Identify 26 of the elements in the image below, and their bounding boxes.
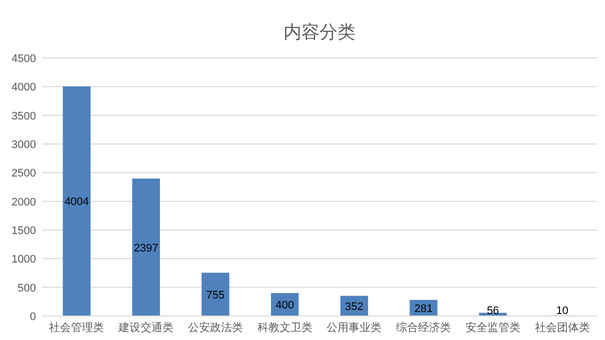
y-tick-label: 3500: [12, 110, 36, 122]
y-tick-label: 2500: [12, 168, 36, 180]
x-tick-label: 安全监管类: [465, 321, 520, 334]
x-tick-label: 社会管理类: [49, 321, 104, 334]
y-tick-label: 0: [30, 311, 36, 323]
x-tick-label: 建设交通类: [118, 321, 174, 334]
y-tick-label: 2000: [12, 196, 36, 208]
x-tick-label: 综合经济类: [396, 321, 452, 334]
data-label: 281: [414, 302, 433, 315]
y-tick-label: 4500: [12, 53, 36, 65]
x-tick-label: 科教文卫类: [257, 321, 312, 334]
data-label: 352: [345, 300, 364, 313]
chart-title: 内容分类: [284, 22, 356, 42]
data-label: 4004: [64, 196, 89, 208]
x-tick-label: 公安政法类: [188, 321, 243, 334]
data-label: 755: [206, 289, 225, 302]
data-label: 400: [276, 300, 294, 312]
x-tick-label: 公用事业类: [326, 321, 382, 334]
x-tick-label: 社会团体类: [534, 321, 590, 334]
data-label: 2397: [134, 242, 158, 254]
y-tick-label: 1000: [12, 254, 36, 266]
y-tick-label: 3000: [12, 139, 36, 151]
y-tick-label: 500: [18, 282, 36, 294]
data-label: 10: [556, 305, 568, 317]
y-tick-label: 1500: [12, 225, 36, 237]
y-tick-label: 4000: [12, 82, 36, 94]
